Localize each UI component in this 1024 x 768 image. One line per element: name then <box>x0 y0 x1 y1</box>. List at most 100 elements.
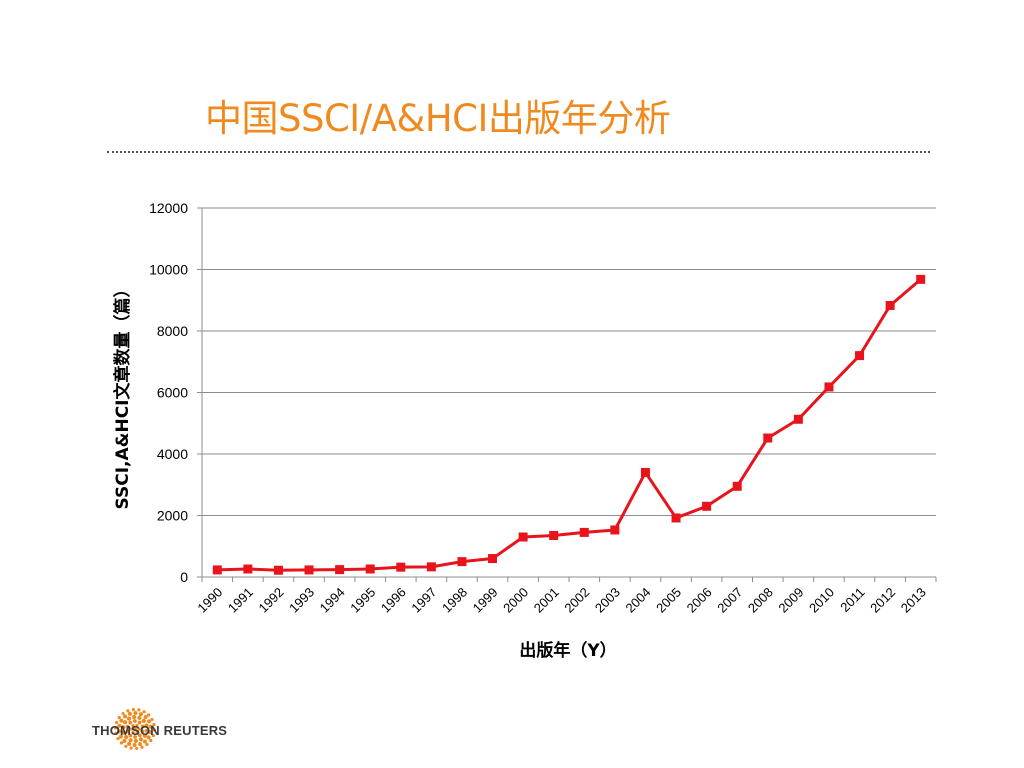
logo-dot <box>150 717 154 722</box>
logo-dot <box>119 741 124 745</box>
logo-dot <box>137 715 142 720</box>
logo-dot <box>140 724 145 729</box>
data-point <box>212 565 222 575</box>
y-tick-labels: 0 2000 4000 6000 8000 10000 12000 <box>149 200 188 585</box>
logo-dot <box>133 735 138 739</box>
y-tick-label: 2000 <box>157 508 188 524</box>
logo-dot <box>121 711 125 716</box>
axes <box>197 207 937 582</box>
logo-dot <box>137 720 142 725</box>
data-point <box>396 562 406 572</box>
data-point <box>335 565 345 575</box>
logo-dot <box>122 738 127 743</box>
logo-dot <box>132 714 137 720</box>
x-tick-label: 1990 <box>194 585 225 616</box>
data-point <box>273 565 283 575</box>
x-tick-label: 2000 <box>500 585 531 616</box>
data-point <box>885 300 895 310</box>
x-tick-label: 2008 <box>745 585 776 616</box>
logo-dot <box>121 730 126 735</box>
x-tick-label: 1995 <box>347 585 378 616</box>
logo-dot <box>146 735 151 740</box>
y-tick-label: 10000 <box>149 262 188 278</box>
logo-dot <box>125 724 130 729</box>
x-tick-label: 2011 <box>837 585 867 615</box>
data-point <box>488 554 498 564</box>
data-point <box>426 562 436 572</box>
logo-dot <box>122 720 128 725</box>
data-point <box>579 527 589 537</box>
logo-dot <box>146 713 151 717</box>
y-tick-label: 8000 <box>157 323 188 339</box>
x-tick-label: 1992 <box>256 585 287 616</box>
logo-dot <box>127 711 132 716</box>
x-tick-label: 2006 <box>684 585 715 616</box>
x-tick-label: 2013 <box>898 585 929 616</box>
logo-dot <box>142 733 148 738</box>
y-tick-label: 0 <box>180 569 188 585</box>
logo-dot <box>127 741 132 746</box>
data-point <box>763 433 773 443</box>
x-axis-label: 出版年（Y） <box>519 640 616 661</box>
logo-dot <box>124 735 129 740</box>
y-tick-label: 6000 <box>157 385 188 401</box>
logo-dot <box>132 719 137 723</box>
logo-dot <box>131 723 135 728</box>
x-tick-label: 2004 <box>623 585 654 616</box>
logo-dot <box>133 711 138 716</box>
logo-dot <box>147 719 152 724</box>
data-point <box>916 274 926 284</box>
logo-dot <box>132 742 137 747</box>
logo-dot <box>128 733 133 738</box>
logo-dot <box>126 716 132 721</box>
logo-dot <box>145 742 149 747</box>
logo-dot <box>126 709 130 713</box>
x-tick-label: 1999 <box>470 585 501 616</box>
logo-dot <box>119 718 124 723</box>
logo-dot <box>148 730 153 735</box>
data-point <box>457 557 467 567</box>
logo-dot <box>143 715 148 720</box>
y-axis-label: SSCI,A&HCI文章数量（篇） <box>112 281 133 510</box>
data-point <box>855 351 865 361</box>
title-divider <box>107 151 930 153</box>
logo-dot <box>137 708 141 712</box>
slide-title: 中国SSCI/A&HCI出版年分析 <box>205 97 671 140</box>
logo-dot <box>138 742 143 747</box>
logo-dot <box>140 745 144 749</box>
x-tick-labels: 1990 1991 1992 1993 1994 1995 1996 1997 1998 1999… <box>194 585 928 616</box>
logo-dot <box>137 727 141 731</box>
data-point <box>793 414 803 424</box>
x-tick-label: 1997 <box>408 585 439 616</box>
logo-dot <box>152 722 156 727</box>
logo-dot <box>125 729 130 734</box>
logo-dot <box>142 710 146 714</box>
data-point <box>671 513 681 523</box>
y-tick-label: 4000 <box>157 446 188 462</box>
logo-dot <box>138 712 143 717</box>
logo-dot <box>135 746 139 751</box>
logo-dot <box>142 739 147 744</box>
grid-lines <box>202 207 936 516</box>
x-tick-label: 1994 <box>317 585 348 616</box>
logo-dot <box>141 718 146 723</box>
logo-dot <box>121 725 126 730</box>
data-point <box>640 467 650 477</box>
logo-dot <box>116 736 120 741</box>
logo-dot <box>148 724 153 729</box>
logo-dot <box>128 720 133 725</box>
logo-dot <box>135 723 139 728</box>
logo-dot <box>113 726 118 730</box>
logo-dot <box>137 733 142 738</box>
logo-dot <box>117 729 122 734</box>
x-tick-label: 2002 <box>561 585 592 616</box>
logo-dot <box>133 738 138 744</box>
x-tick-label: 1998 <box>439 585 470 616</box>
x-tick-label: 1993 <box>286 585 317 616</box>
data-point <box>732 481 742 491</box>
logo-dot <box>138 737 144 742</box>
logo-dot <box>144 723 149 728</box>
logo-dot <box>124 744 128 748</box>
thomson-reuters-dots-icon <box>113 707 157 751</box>
